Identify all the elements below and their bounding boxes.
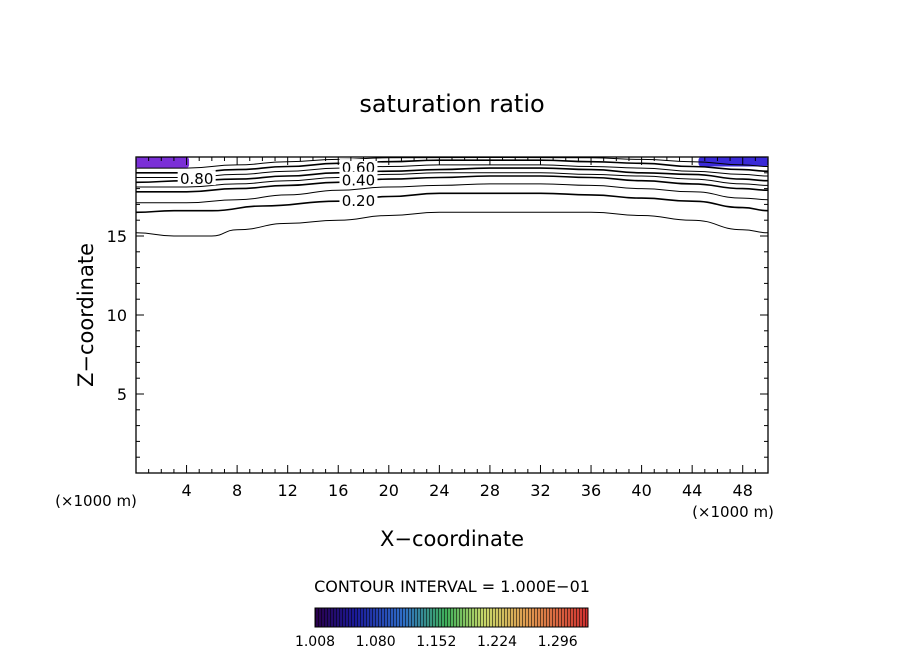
y-axis-label: Z−coordinate bbox=[74, 243, 98, 387]
colorbar-frame bbox=[314, 607, 589, 628]
x-unit-left: (×1000 m) bbox=[55, 492, 137, 510]
contour-line bbox=[136, 159, 768, 174]
x-tick-label: 44 bbox=[682, 481, 702, 500]
x-tick-label: 36 bbox=[581, 481, 601, 500]
x-tick-label: 20 bbox=[379, 481, 399, 500]
x-tick-label: 40 bbox=[631, 481, 651, 500]
contour-line bbox=[136, 183, 768, 204]
x-tick-label: 8 bbox=[232, 481, 242, 500]
contour-label-bg bbox=[339, 171, 378, 187]
contour-line bbox=[136, 192, 768, 214]
x-axis-label: X−coordinate bbox=[380, 527, 524, 551]
contour-label-bg bbox=[339, 159, 378, 175]
colorbar bbox=[314, 607, 589, 628]
filled-regions bbox=[136, 157, 768, 169]
contour-line bbox=[136, 167, 768, 184]
x-tick-label: 28 bbox=[480, 481, 500, 500]
contour-line bbox=[136, 175, 768, 193]
x-tick-label: 48 bbox=[733, 481, 753, 500]
colorbar-label: 1.080 bbox=[356, 634, 396, 650]
x-tick-label: 12 bbox=[278, 481, 298, 500]
contour-line bbox=[136, 211, 768, 237]
contour-label: 0.40 bbox=[342, 172, 375, 190]
y-tick-label: 15 bbox=[107, 227, 127, 246]
contour-labels: 0.800.600.400.20 bbox=[177, 159, 378, 210]
contour-label-bg bbox=[177, 170, 216, 186]
contour-label-bg bbox=[339, 192, 378, 208]
x-tick-label: 16 bbox=[328, 481, 348, 500]
x-unit-right: (×1000 m) bbox=[692, 503, 774, 521]
contour-label: 0.20 bbox=[342, 192, 375, 210]
filled-region-2 bbox=[698, 157, 768, 167]
chart-title: saturation ratio bbox=[359, 90, 544, 118]
x-axis-ticks: 4 8 12 16 20 24 28 32 36 40 44 48 bbox=[148, 157, 756, 500]
colorbar-label: 1.008 bbox=[295, 634, 335, 650]
y-tick-label: 5 bbox=[117, 385, 127, 404]
plot-frame bbox=[135, 156, 769, 474]
contour-lines bbox=[136, 157, 768, 237]
x-tick-label: 24 bbox=[429, 481, 449, 500]
contour-line bbox=[136, 172, 768, 188]
colorbar-labels: 1.008 1.080 1.152 1.224 1.296 bbox=[295, 634, 578, 650]
colorbar-label: 1.152 bbox=[416, 634, 456, 650]
colorbar-label: 1.224 bbox=[477, 634, 517, 650]
contour-line bbox=[136, 164, 768, 178]
contour-label: 0.80 bbox=[180, 170, 213, 188]
contour-interval-text: CONTOUR INTERVAL = 1.000E−01 bbox=[314, 577, 590, 596]
x-tick-label: 4 bbox=[181, 481, 191, 500]
y-axis-ticks: 5 10 15 bbox=[107, 172, 768, 458]
filled-region-1 bbox=[136, 157, 190, 169]
colorbar-stripes bbox=[315, 608, 588, 627]
x-tick-label: 32 bbox=[530, 481, 550, 500]
colorbar-label: 1.296 bbox=[538, 634, 578, 650]
y-tick-label: 10 bbox=[107, 306, 127, 325]
